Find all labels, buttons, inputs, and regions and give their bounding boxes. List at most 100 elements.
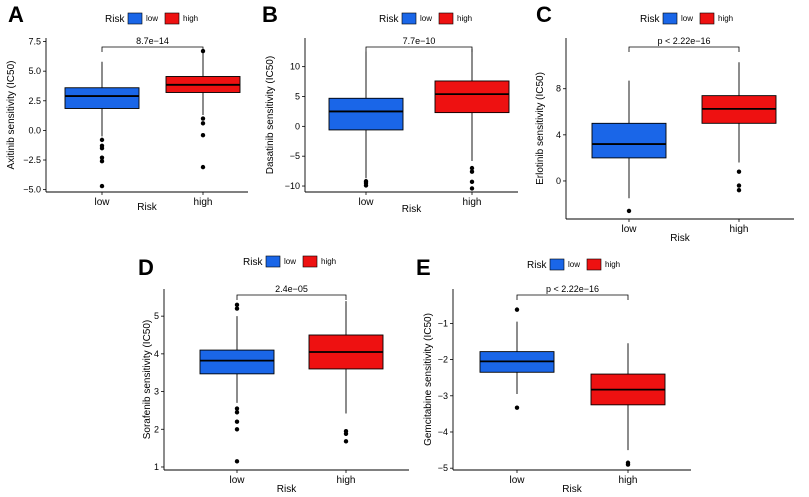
y-axis-title: Sorafenib sensitivity (IC50) — [142, 320, 153, 440]
legend-swatch-high — [302, 255, 318, 268]
x-axis-title: Risk — [277, 484, 297, 495]
y-tick-label: −1 — [438, 318, 448, 328]
y-tick-label: −5.0 — [23, 185, 41, 195]
outlier-point-high — [625, 462, 631, 467]
outlier-point-low — [514, 405, 520, 410]
panel-letter: C — [536, 2, 552, 27]
legend-label-high: high — [605, 260, 620, 269]
y-tick-label: 8 — [556, 84, 561, 94]
y-tick-label: −4 — [438, 427, 448, 437]
x-axis-title: Risk — [137, 202, 157, 213]
legend-label-low: low — [146, 14, 158, 23]
y-tick-label: 3 — [154, 387, 159, 397]
outlier-point-high — [200, 132, 206, 138]
outlier-point-low — [234, 459, 240, 464]
panel-letter: A — [8, 2, 24, 27]
y-tick-label: 5 — [295, 91, 300, 101]
y-tick-label: 4 — [154, 349, 159, 359]
x-tick-label: high — [730, 224, 749, 235]
y-tick-label: −2 — [438, 355, 448, 365]
outlier-point-high — [200, 164, 206, 170]
legend-label-high: high — [321, 257, 336, 266]
y-tick-label: 5.0 — [28, 66, 41, 76]
outlier-point-high — [736, 187, 742, 193]
y-tick-label: 4 — [556, 130, 561, 140]
legend-label-low: low — [568, 260, 580, 269]
outlier-point-low — [234, 302, 240, 308]
outlier-point-low — [234, 410, 240, 415]
outlier-point-low — [626, 208, 632, 214]
outlier-point-low — [99, 183, 105, 189]
outlier-point-high — [200, 116, 206, 121]
box-low — [64, 87, 140, 109]
x-axis-title: Risk — [670, 233, 690, 244]
outlier-point-high — [736, 169, 742, 174]
y-tick-label: 1 — [154, 462, 159, 472]
legend-label-high: high — [718, 14, 733, 23]
y-axis-title: Dasatinib sensitivity (IC50) — [265, 56, 276, 174]
x-tick-label: low — [509, 475, 525, 486]
x-axis-title: Risk — [402, 204, 422, 215]
legend-title: Risk — [640, 14, 660, 25]
outlier-point-low — [234, 306, 240, 311]
legend-label-low: low — [681, 14, 693, 23]
significance-bracket — [365, 46, 473, 52]
panel-letter: E — [416, 255, 431, 280]
legend-swatch-low — [549, 258, 565, 271]
legend-title: Risk — [243, 257, 263, 268]
significance-label: 2.4e−05 — [275, 284, 308, 294]
y-tick-label: 0 — [295, 121, 300, 131]
significance-bracket — [628, 46, 740, 52]
significance-label: p < 2.22e−16 — [546, 284, 599, 294]
y-tick-label: −10 — [285, 181, 300, 191]
outlier-point-low — [99, 145, 105, 151]
outlier-point-high — [469, 165, 475, 171]
box-low — [199, 349, 275, 375]
outlier-point-low — [99, 155, 105, 160]
legend-label-low: low — [284, 257, 296, 266]
x-axis-title: Risk — [562, 484, 582, 495]
outlier-point-low — [514, 307, 520, 312]
outlier-point-low — [99, 137, 105, 143]
legend-swatch-high — [699, 12, 715, 25]
y-axis-title: Axitinib sensitivity (IC50) — [6, 61, 17, 170]
x-tick-label: high — [194, 197, 213, 208]
box-low — [328, 97, 404, 131]
outlier-point-low — [99, 159, 105, 164]
significance-bracket — [516, 294, 629, 300]
box-high — [434, 80, 510, 114]
legend-label-high: high — [457, 14, 472, 23]
y-tick-label: −5 — [290, 151, 300, 161]
outlier-point-high — [736, 183, 742, 188]
legend-label-low: low — [420, 14, 432, 23]
legend-swatch-high — [438, 12, 454, 25]
legend-swatch-low — [662, 12, 678, 25]
outlier-point-high — [200, 121, 206, 126]
panel-letter: B — [262, 2, 278, 27]
significance-bracket — [236, 294, 347, 300]
x-tick-label: low — [94, 197, 110, 208]
y-axis-title: Gemcitabine sensitivity (IC50) — [423, 313, 434, 446]
y-tick-label: 0.0 — [28, 125, 41, 135]
y-tick-label: −3 — [438, 391, 448, 401]
outlier-point-low — [363, 183, 369, 188]
x-tick-label: high — [619, 475, 638, 486]
legend-swatch-high — [586, 258, 602, 271]
significance-bracket — [101, 46, 204, 52]
legend-title: Risk — [379, 14, 399, 25]
x-tick-label: high — [463, 197, 482, 208]
outlier-point-low — [234, 406, 240, 411]
x-tick-label: low — [229, 475, 245, 486]
y-tick-label: 0 — [556, 176, 561, 186]
x-tick-label: low — [358, 197, 374, 208]
y-tick-label: 2 — [154, 424, 159, 434]
x-tick-label: high — [337, 475, 356, 486]
outlier-point-high — [343, 431, 349, 436]
significance-label: p < 2.22e−16 — [657, 36, 710, 46]
y-tick-label: 10 — [290, 62, 300, 72]
y-tick-label: −2.5 — [23, 155, 41, 165]
x-tick-label: low — [621, 224, 637, 235]
legend-swatch-low — [127, 12, 143, 25]
outlier-point-low — [234, 419, 240, 424]
legend-swatch-high — [164, 12, 180, 25]
